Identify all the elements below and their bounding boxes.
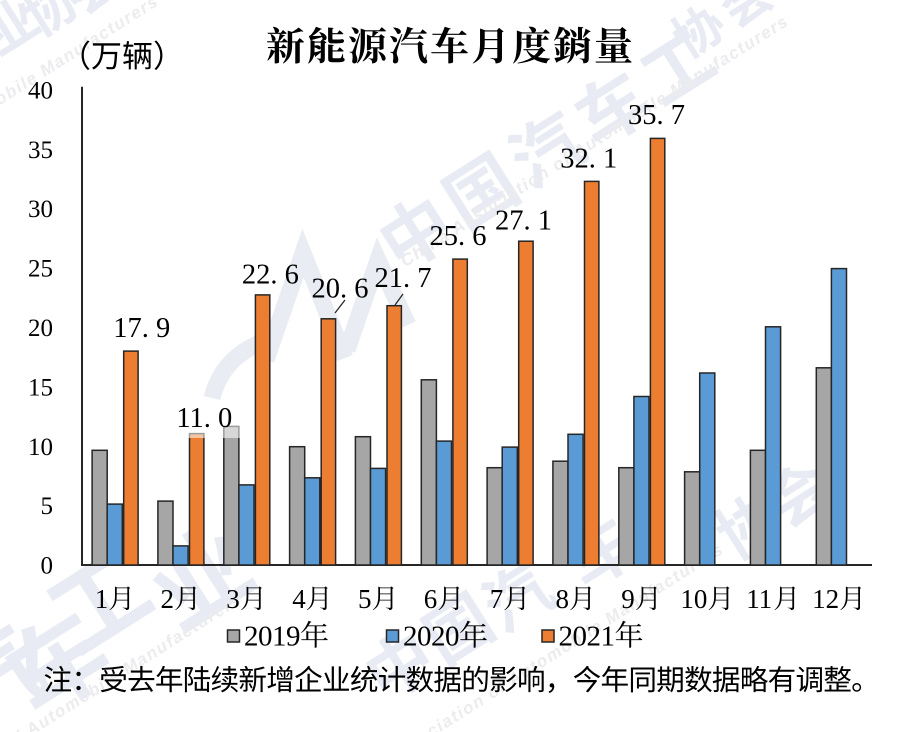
svg-text:7: 7	[490, 584, 504, 614]
svg-text:10: 10	[680, 584, 707, 614]
svg-text:20. 6: 20. 6	[312, 274, 369, 305]
svg-text:17. 9: 17. 9	[113, 313, 170, 344]
svg-text:0: 0	[41, 553, 54, 580]
svg-text:10: 10	[28, 434, 53, 461]
svg-text:9: 9	[621, 584, 635, 614]
svg-text:25. 6: 25. 6	[430, 221, 487, 252]
svg-text:2021: 2021	[559, 621, 615, 653]
svg-text:40: 40	[28, 77, 53, 104]
svg-text:2020: 2020	[403, 621, 459, 653]
svg-text:21. 7: 21. 7	[375, 263, 432, 294]
svg-text:5: 5	[358, 584, 372, 614]
svg-text:8: 8	[556, 584, 570, 614]
svg-text:32. 1: 32. 1	[560, 143, 617, 174]
svg-text:15: 15	[28, 374, 53, 401]
svg-text:30: 30	[28, 196, 53, 223]
svg-text:3: 3	[226, 584, 240, 614]
svg-text:2019: 2019	[244, 621, 300, 653]
svg-text:35: 35	[28, 137, 53, 164]
svg-text:5: 5	[41, 493, 54, 520]
svg-text:1: 1	[95, 584, 109, 614]
svg-text:35. 7: 35. 7	[628, 100, 685, 131]
svg-text:11: 11	[746, 584, 772, 614]
svg-text:11. 0: 11. 0	[176, 403, 232, 434]
svg-text:12: 12	[812, 584, 839, 614]
svg-text:2: 2	[161, 584, 175, 614]
svg-text:27. 1: 27. 1	[495, 206, 552, 237]
svg-text:25: 25	[28, 256, 53, 283]
svg-text:20: 20	[28, 315, 53, 342]
svg-text:4: 4	[292, 584, 306, 614]
svg-text:6: 6	[424, 584, 438, 614]
svg-text:22. 6: 22. 6	[242, 260, 299, 291]
